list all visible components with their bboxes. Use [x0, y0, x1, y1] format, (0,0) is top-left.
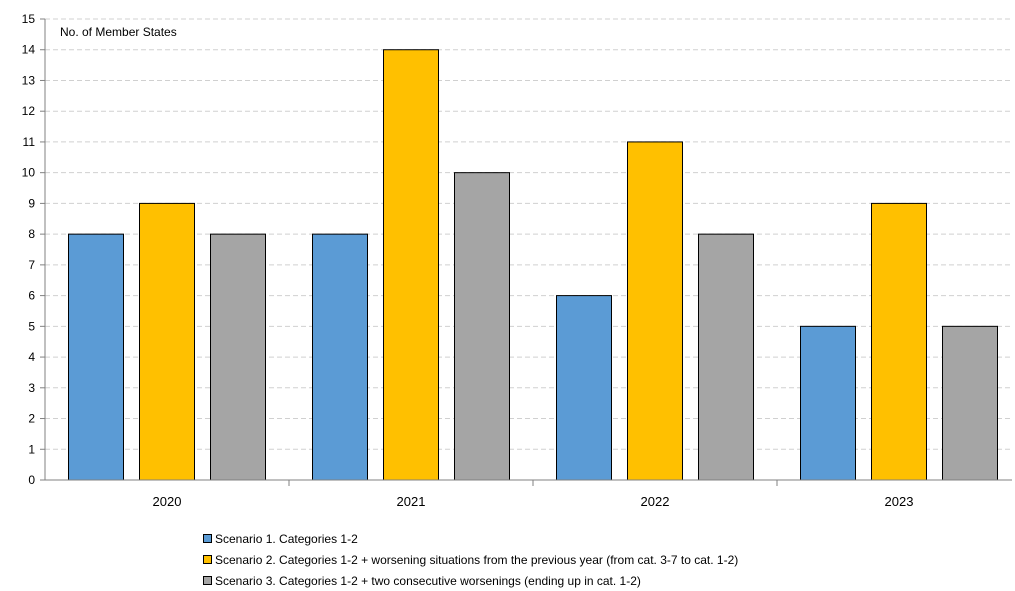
- y-tick-label: 5: [28, 319, 35, 333]
- bars: [68, 49, 998, 481]
- bar: [210, 233, 266, 481]
- y-tick-label: 3: [28, 381, 35, 395]
- y-tick-label: 14: [22, 43, 36, 57]
- legend-label: Scenario 3. Categories 1-2 + two consecu…: [215, 573, 641, 588]
- x-tick-label: 2021: [397, 494, 426, 509]
- gridlines: [45, 18, 1012, 450]
- legend: Scenario 1. Categories 1-2 Scenario 2. C…: [203, 528, 738, 591]
- y-tick-label: 1: [28, 442, 35, 456]
- y-axis-label: No. of Member States: [60, 25, 177, 39]
- y-tick-label: 0: [28, 473, 35, 487]
- x-tick-label: 2022: [641, 494, 670, 509]
- y-tick-label: 4: [28, 350, 35, 364]
- y-tick-label: 13: [22, 73, 36, 87]
- legend-label: Scenario 1. Categories 1-2: [215, 531, 358, 546]
- y-tick-label: 9: [28, 196, 35, 210]
- y-tick-label: 8: [28, 227, 35, 241]
- legend-item-scenario-2: Scenario 2. Categories 1-2 + worsening s…: [203, 549, 738, 570]
- y-tick-label: 6: [28, 289, 35, 303]
- bar: [68, 233, 124, 481]
- legend-item-scenario-1: Scenario 1. Categories 1-2: [203, 528, 738, 549]
- y-tick-label: 7: [28, 258, 35, 272]
- bar: [556, 295, 612, 481]
- bar: [312, 233, 368, 481]
- x-tick-label: 2023: [885, 494, 914, 509]
- bar: [871, 202, 927, 481]
- y-tick-label: 15: [22, 12, 36, 26]
- y-tick-label: 2: [28, 412, 35, 426]
- y-tick-label: 12: [22, 104, 36, 118]
- legend-swatch: [203, 576, 212, 585]
- bar: [698, 233, 754, 481]
- y-tick-label: 11: [23, 135, 36, 149]
- bar: [454, 172, 510, 481]
- legend-swatch: [203, 555, 212, 564]
- bar: [139, 202, 195, 481]
- bar: [942, 325, 998, 481]
- bar: [627, 141, 683, 481]
- x-tick-label: 2020: [153, 494, 182, 509]
- legend-label: Scenario 2. Categories 1-2 + worsening s…: [215, 552, 739, 567]
- legend-item-scenario-3: Scenario 3. Categories 1-2 + two consecu…: [203, 570, 738, 591]
- legend-swatch: [203, 534, 212, 543]
- bar: [800, 325, 856, 481]
- bar: [383, 49, 439, 481]
- y-tick-label: 10: [22, 166, 36, 180]
